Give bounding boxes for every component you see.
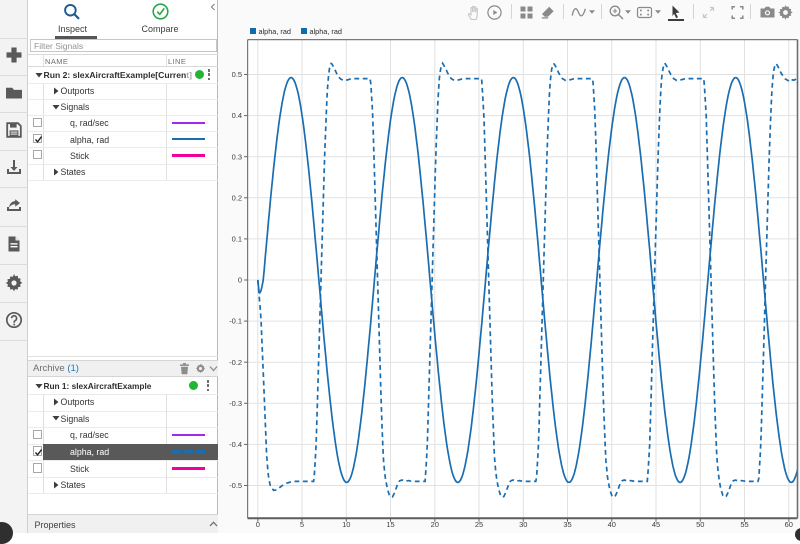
svg-text:50: 50 xyxy=(696,520,704,529)
svg-text:55: 55 xyxy=(740,520,748,529)
svg-text:0: 0 xyxy=(238,276,242,285)
svg-text:25: 25 xyxy=(475,520,483,529)
svg-text:20: 20 xyxy=(431,520,439,529)
svg-text:0: 0 xyxy=(256,520,260,529)
svg-text:5: 5 xyxy=(300,520,304,529)
svg-text:-0.4: -0.4 xyxy=(229,440,242,449)
svg-text:60: 60 xyxy=(785,520,793,529)
svg-text:0.2: 0.2 xyxy=(232,193,242,202)
svg-text:-0.3: -0.3 xyxy=(229,399,242,408)
svg-text:35: 35 xyxy=(563,520,571,529)
svg-text:0.3: 0.3 xyxy=(232,152,242,161)
svg-text:45: 45 xyxy=(652,520,660,529)
svg-text:0.5: 0.5 xyxy=(232,70,242,79)
svg-text:40: 40 xyxy=(608,520,616,529)
svg-text:30: 30 xyxy=(519,520,527,529)
svg-text:15: 15 xyxy=(386,520,394,529)
svg-text:-0.2: -0.2 xyxy=(229,358,242,367)
svg-text:-0.5: -0.5 xyxy=(229,481,242,490)
svg-text:0.4: 0.4 xyxy=(232,111,242,120)
svg-text:-0.1: -0.1 xyxy=(229,317,242,326)
svg-text:0.1: 0.1 xyxy=(232,235,242,244)
svg-text:10: 10 xyxy=(342,520,350,529)
